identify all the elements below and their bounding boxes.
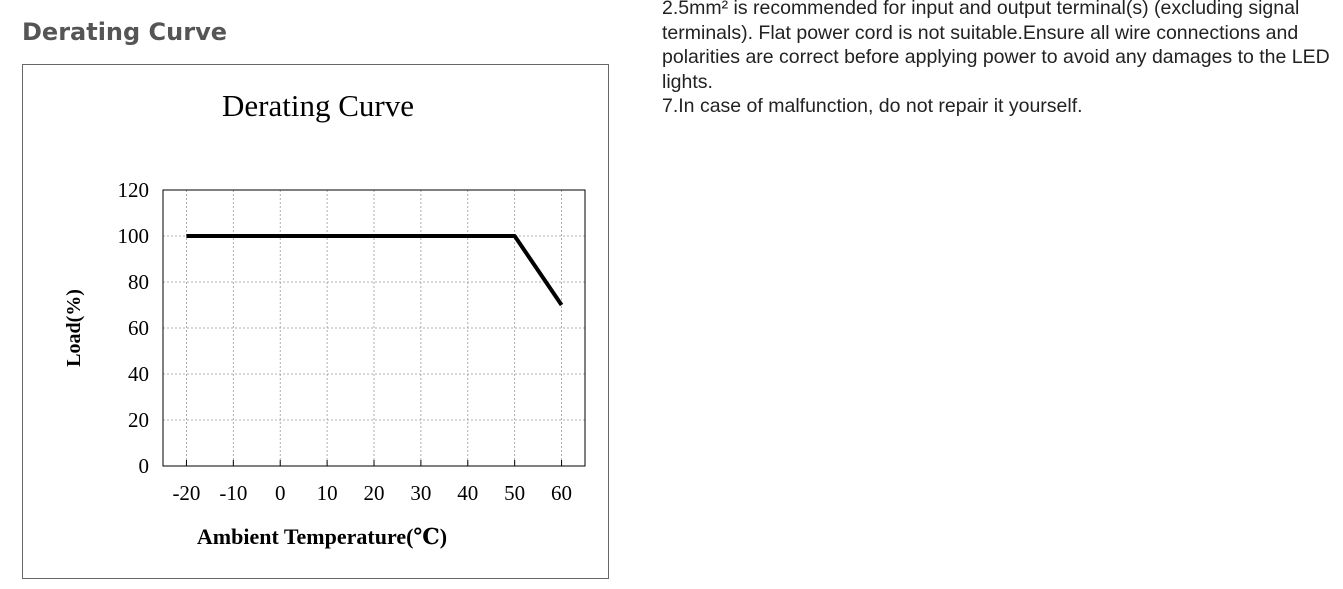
x-tick-label: 10 bbox=[317, 481, 338, 505]
y-tick-label: 120 bbox=[118, 178, 150, 202]
chart: Derating Curve Ambient Temperature(℃) Lo… bbox=[22, 64, 609, 579]
note: 7.In case of malfunction, do not repair … bbox=[662, 95, 1083, 117]
note: 2.5mm² is recommended for input and outp… bbox=[662, 0, 1330, 93]
y-tick-label: 40 bbox=[128, 362, 149, 386]
x-tick-label: 40 bbox=[457, 481, 478, 505]
y-tick-label: 80 bbox=[128, 270, 149, 294]
chart-frame bbox=[22, 64, 609, 579]
x-tick-label: 20 bbox=[364, 481, 385, 505]
y-tick-label: 60 bbox=[128, 316, 149, 340]
plot-frame bbox=[162, 189, 586, 467]
y-tick-label: 0 bbox=[139, 454, 150, 478]
y-tick-label: 100 bbox=[118, 224, 150, 248]
x-tick-label: 50 bbox=[504, 481, 525, 505]
data-line bbox=[186, 234, 564, 307]
x-tick-label: -20 bbox=[172, 481, 200, 505]
x-tick-label: 0 bbox=[275, 481, 286, 505]
y-tick-label: 20 bbox=[128, 408, 149, 432]
notes: 2.5mm² is recommended for input and outp… bbox=[662, 0, 1343, 119]
x-tick-label: -10 bbox=[219, 481, 247, 505]
section-heading: Derating Curve bbox=[22, 18, 228, 46]
chart-title: Derating Curve bbox=[222, 88, 414, 123]
x-tick-label: 30 bbox=[410, 481, 431, 505]
y-axis-label: Load(%) bbox=[63, 289, 85, 367]
x-axis-label: Ambient Temperature(℃) bbox=[197, 524, 447, 549]
x-tick-label: 60 bbox=[551, 481, 572, 505]
